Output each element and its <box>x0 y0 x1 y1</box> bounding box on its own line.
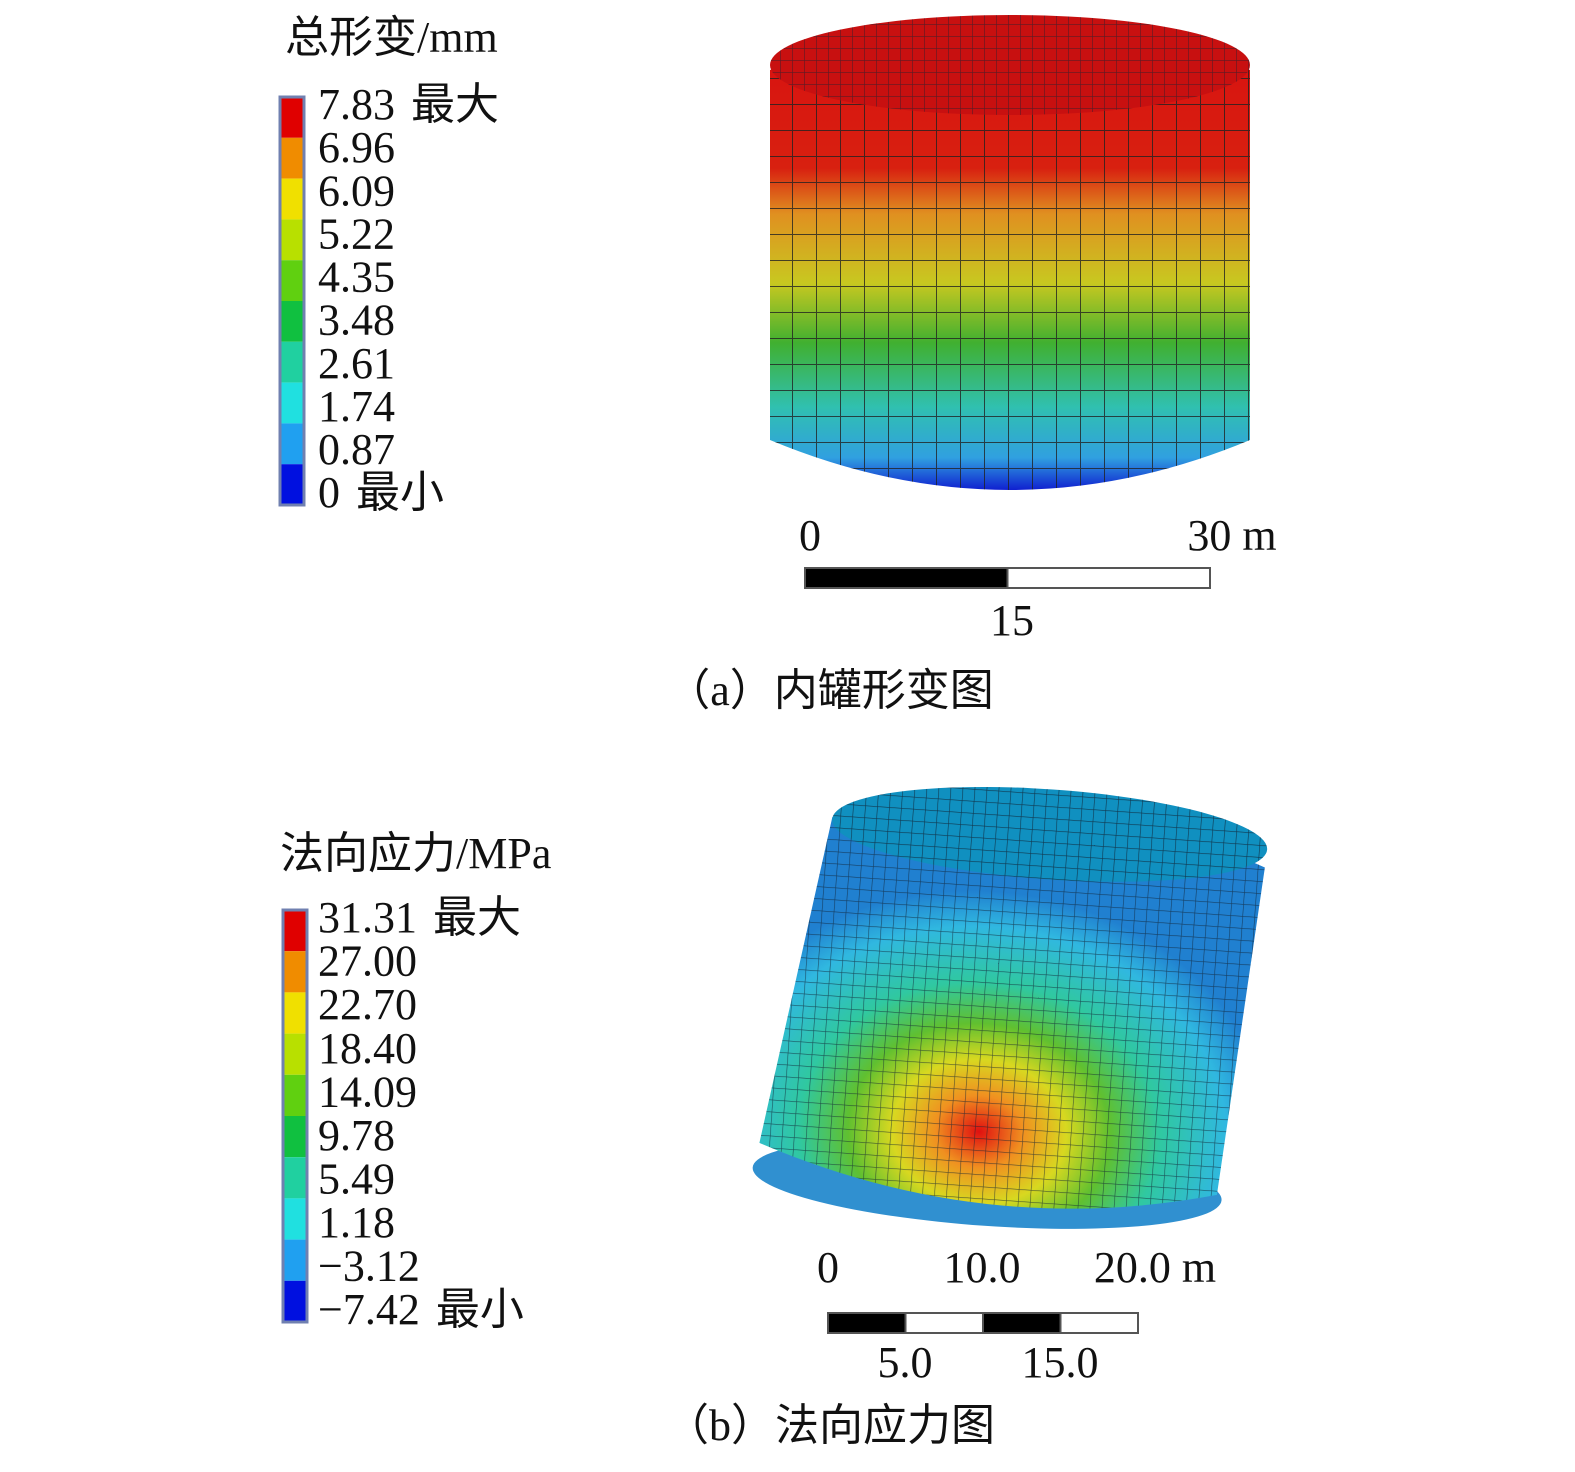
scale-label: 20.0 m <box>1094 1243 1216 1292</box>
legend-band <box>280 341 304 383</box>
legend-label: 14.09 <box>318 1067 417 1116</box>
legend-band <box>283 992 307 1034</box>
legend-label: 0.87 <box>318 425 395 474</box>
legend-band <box>283 1239 307 1281</box>
scale-label: 15 <box>990 596 1034 645</box>
legend-label: 5.22 <box>318 209 395 258</box>
legend-tag: 最小 <box>356 468 444 517</box>
legend-title: 总形变/mm <box>285 13 498 62</box>
legend-frame <box>278 95 306 507</box>
legend-band <box>283 1033 307 1075</box>
scale-bar-segment <box>904 1312 984 1334</box>
legend-band <box>283 951 307 993</box>
legend-band <box>283 910 307 952</box>
scale-label: 0 <box>799 511 821 560</box>
legend-band <box>280 219 304 261</box>
legend-label: 5.49 <box>318 1154 395 1203</box>
scale-label: 5.0 <box>878 1338 933 1387</box>
tank-a <box>770 15 1250 490</box>
scale-bar-segment <box>804 567 1009 589</box>
legend-band <box>280 464 304 505</box>
legend-label: 4.35 <box>318 253 395 302</box>
scale-bar-segment <box>1006 567 1211 589</box>
legend-tag: 最小 <box>436 1285 524 1334</box>
legend-frame <box>281 908 309 1324</box>
legend-band <box>283 1198 307 1240</box>
scale-label: 30 m <box>1187 511 1276 560</box>
legend-label: 31.31 <box>318 893 417 942</box>
legend-label: 1.18 <box>318 1198 395 1247</box>
legend-tag: 最大 <box>433 893 521 942</box>
legend-label: −7.42 <box>318 1285 420 1334</box>
scale-bar-segment <box>982 1312 1062 1334</box>
legend-band <box>283 1280 307 1322</box>
legend-label: 6.96 <box>318 123 395 172</box>
legend-label: 7.83 <box>318 80 395 129</box>
caption: （a）内罐形变图 <box>666 666 994 715</box>
legend-label: 27.00 <box>318 937 417 986</box>
scale-bar-segment <box>827 1312 907 1334</box>
legend-band <box>280 382 304 424</box>
legend-band <box>283 1074 307 1116</box>
legend-label: 1.74 <box>318 382 395 431</box>
legend-tag: 最大 <box>411 80 499 129</box>
tank-b <box>752 786 1268 1229</box>
legend-label: −3.12 <box>318 1242 420 1291</box>
legend-label: 3.48 <box>318 296 395 345</box>
legend-band <box>280 301 304 342</box>
caption: （b）法向应力图 <box>665 1401 995 1450</box>
legend-label: 18.40 <box>318 1024 417 1073</box>
legend-label: 9.78 <box>318 1111 395 1160</box>
legend-label: 6.09 <box>318 166 395 215</box>
legend-band <box>280 178 304 220</box>
legend-label: 0 <box>318 468 340 517</box>
legend-title: 法向应力/MPa <box>280 829 551 878</box>
legend-band <box>283 1157 307 1199</box>
scale-label: 0 <box>817 1243 839 1292</box>
legend-label: 22.70 <box>318 980 417 1029</box>
legend-band <box>280 260 304 301</box>
legend-label: 2.61 <box>318 339 395 388</box>
scale-bar-segment <box>1059 1312 1139 1334</box>
legend-band <box>280 97 304 138</box>
scale-label: 10.0 <box>944 1243 1021 1292</box>
legend-band <box>283 1116 307 1158</box>
scale-label: 15.0 <box>1022 1338 1099 1387</box>
legend-band <box>280 423 304 465</box>
legend-band <box>280 137 304 179</box>
